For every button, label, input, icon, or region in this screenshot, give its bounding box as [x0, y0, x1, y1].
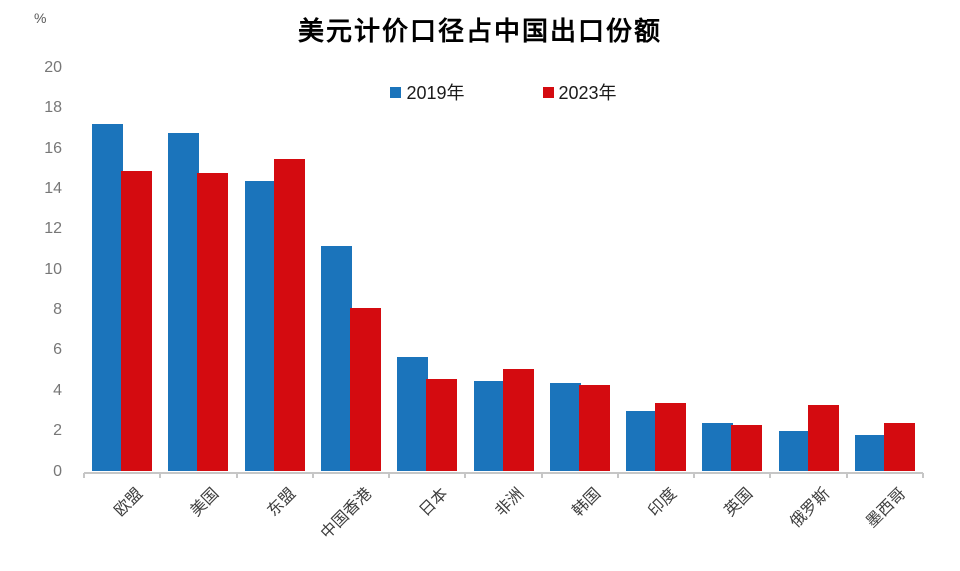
x-axis-category-label: 非洲 [493, 484, 528, 520]
x-axis-category-label: 日本 [416, 484, 452, 520]
x-axis-category-label: 英国 [721, 484, 757, 520]
legend-swatch-2019-icon [390, 86, 402, 98]
bar-2023 [502, 368, 534, 472]
bar-2023 [426, 378, 458, 472]
y-axis-tick-label: 2 [53, 422, 62, 440]
bar-2019 [397, 356, 429, 472]
bar-2023 [883, 423, 915, 472]
x-axis-category-label: 俄罗斯 [786, 484, 833, 531]
bar-2023 [197, 172, 229, 472]
bar-2023 [273, 158, 305, 472]
bar-2023 [731, 425, 763, 472]
y-axis-tick-label: 14 [44, 180, 62, 198]
bar-2019 [473, 380, 505, 472]
x-axis-tick [83, 472, 85, 478]
legend: 2019年 2023年 [84, 80, 923, 104]
bar-2019 [626, 410, 658, 472]
bar-2019 [92, 124, 124, 472]
x-axis-category-label: 韩国 [569, 484, 605, 520]
x-axis-tick [769, 472, 772, 478]
y-axis-tick-label: 20 [44, 59, 62, 76]
bar-2023 [578, 384, 610, 472]
y-axis-tick-label: 18 [44, 99, 62, 117]
y-axis-tick-label: 8 [53, 301, 62, 319]
bar-2019 [320, 245, 352, 472]
bar-2023 [349, 308, 381, 472]
x-axis-tick [235, 472, 238, 478]
x-axis-category-label: 东盟 [264, 484, 299, 520]
legend-swatch-2023-icon [542, 86, 554, 98]
x-axis-category-label: 美国 [188, 484, 223, 520]
x-axis-tick [540, 472, 543, 478]
x-axis-tick [693, 472, 696, 478]
y-axis-tick-label: 6 [53, 341, 62, 359]
legend-label-2023: 2023年 [558, 83, 617, 103]
x-axis-tick [159, 472, 162, 478]
x-axis-category-label: 印度 [645, 484, 681, 520]
x-axis-tick [922, 472, 924, 478]
bar-2019 [854, 435, 886, 472]
legend-label-2019: 2019年 [406, 83, 465, 103]
bar-2019 [244, 180, 276, 472]
x-axis-tick [616, 472, 619, 478]
chart-title: 美元计价口径占中国出口份额 [297, 17, 662, 46]
y-axis-tick-label: 10 [44, 260, 62, 278]
y-axis-tick-label: 0 [53, 462, 62, 480]
y-axis-tick-label: 16 [44, 139, 62, 157]
bar-2023 [807, 404, 839, 472]
x-axis-category-label: 欧盟 [111, 484, 147, 520]
legend-item-2023: 2023年 [542, 79, 617, 105]
bar-2023 [121, 170, 153, 472]
x-axis-category-label: 中国香港 [317, 484, 376, 543]
x-axis-tick [845, 472, 848, 478]
y-axis-tick-label: 12 [44, 220, 62, 238]
x-axis-tick [464, 472, 467, 478]
x-axis-tick [388, 472, 391, 478]
x-axis-tick [311, 472, 314, 478]
bar-2019 [778, 431, 810, 472]
bar-2019 [549, 382, 581, 472]
y-axis-unit-label: % [34, 10, 47, 26]
x-axis-line [84, 471, 923, 474]
bar-2019 [702, 423, 734, 472]
bar-2019 [168, 132, 200, 472]
y-axis-tick-label: 4 [53, 381, 62, 399]
bar-2023 [655, 402, 687, 472]
x-axis-category-label: 墨西哥 [863, 484, 910, 531]
legend-item-2019: 2019年 [390, 79, 465, 105]
